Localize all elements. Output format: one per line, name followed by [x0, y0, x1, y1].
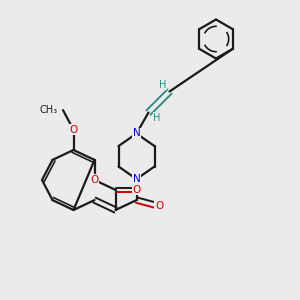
Text: H: H [159, 80, 167, 90]
Text: CH₃: CH₃ [40, 105, 58, 115]
Text: O: O [90, 175, 99, 185]
Text: O: O [69, 125, 78, 135]
Text: N: N [133, 174, 140, 184]
Text: O: O [155, 201, 163, 211]
Text: O: O [132, 185, 141, 195]
Text: N: N [133, 128, 140, 139]
Text: H: H [153, 113, 161, 123]
